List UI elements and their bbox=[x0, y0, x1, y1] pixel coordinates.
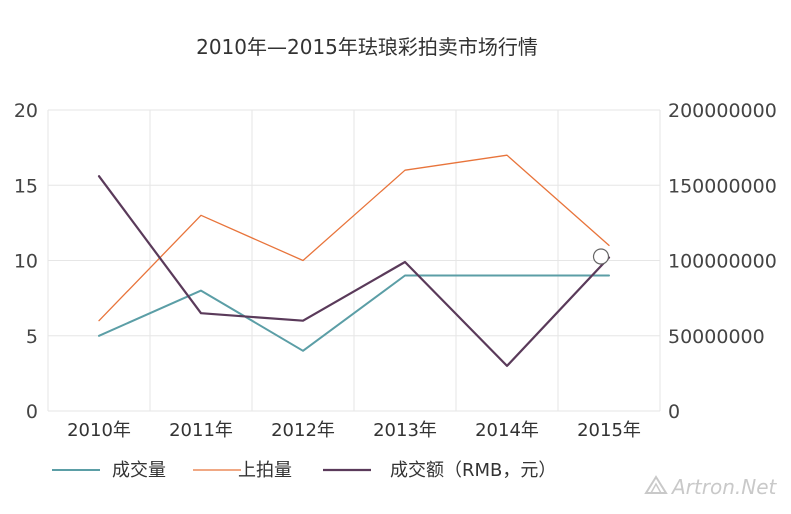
watermark: Artron.Net bbox=[644, 475, 778, 499]
x-tick-label: 2010年 bbox=[67, 420, 131, 441]
x-axis: 2010年 2011年 2012年 2013年 2014年 2015年 bbox=[67, 420, 641, 441]
x-tick-label: 2014年 bbox=[475, 420, 539, 441]
watermark-text: Artron.Net bbox=[670, 475, 778, 499]
legend-label: 成交量 bbox=[112, 460, 166, 481]
left-tick-label: 20 bbox=[14, 100, 38, 122]
x-tick-label: 2015年 bbox=[577, 420, 641, 441]
right-tick-label: 100000000 bbox=[668, 251, 777, 273]
grid bbox=[47, 109, 661, 412]
left-tick-label: 15 bbox=[14, 175, 38, 197]
right-tick-label: 150000000 bbox=[668, 175, 777, 197]
left-tick-label: 10 bbox=[14, 251, 38, 273]
left-axis: 0 5 10 15 20 bbox=[14, 100, 38, 423]
x-tick-label: 2012年 bbox=[271, 420, 335, 441]
left-tick-label: 0 bbox=[26, 401, 38, 423]
series bbox=[97, 154, 611, 367]
legend-label: 上拍量 bbox=[238, 460, 292, 481]
artron-logo-icon bbox=[644, 475, 668, 494]
right-tick-label: 50000000 bbox=[668, 326, 765, 348]
series-line-2 bbox=[98, 154, 610, 322]
series-line-1 bbox=[98, 274, 610, 352]
right-tick-label: 0 bbox=[668, 401, 680, 423]
legend-label: 成交额（RMB，元） bbox=[390, 460, 556, 481]
legend: 成交量 上拍量 成交额（RMB，元） bbox=[52, 460, 556, 481]
x-tick-label: 2013年 bbox=[373, 420, 437, 441]
left-tick-label: 5 bbox=[26, 326, 38, 348]
highlight-marker bbox=[592, 248, 610, 265]
right-axis: 0 50000000 100000000 150000000 200000000 bbox=[668, 100, 777, 423]
right-tick-label: 200000000 bbox=[668, 100, 777, 122]
chart-title: 2010年—2015年珐琅彩拍卖市场行情 bbox=[196, 35, 538, 59]
x-tick-label: 2011年 bbox=[169, 420, 233, 441]
series-line-3 bbox=[97, 175, 611, 367]
